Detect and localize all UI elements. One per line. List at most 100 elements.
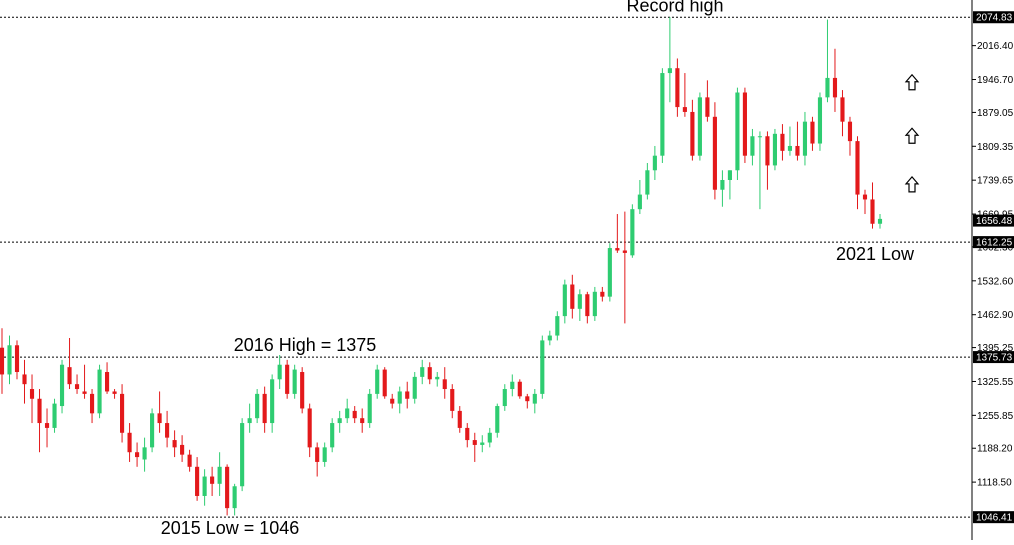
candle-body <box>300 372 305 409</box>
candle-body <box>285 364 290 394</box>
candle <box>427 362 432 385</box>
candle <box>397 386 402 414</box>
candle <box>44 408 50 448</box>
high-2016-label: 2016 High = 1375 <box>234 335 377 355</box>
candle <box>7 335 12 385</box>
candle-body <box>120 393 125 433</box>
candle <box>555 311 560 341</box>
candle <box>157 391 162 433</box>
candle-body <box>495 406 500 433</box>
candle <box>14 340 20 380</box>
candle <box>210 466 215 496</box>
candle-body <box>202 476 207 496</box>
candle-body <box>862 194 868 200</box>
candle-body <box>390 398 395 404</box>
candle <box>255 389 260 424</box>
candle <box>720 170 725 207</box>
candle-body <box>382 369 387 397</box>
candle-body <box>697 97 702 156</box>
candle-body <box>345 408 350 419</box>
candle-body <box>877 218 883 224</box>
candle <box>367 389 372 428</box>
candle <box>585 291 590 324</box>
candle-body <box>112 391 117 394</box>
candle <box>322 442 327 467</box>
price-marker-box <box>973 214 1014 227</box>
candle-body <box>307 408 312 448</box>
candle-body <box>262 393 267 424</box>
candle <box>59 359 65 414</box>
candle <box>112 389 117 399</box>
candle <box>217 452 222 496</box>
candle <box>240 418 245 492</box>
candle <box>592 286 597 321</box>
candle <box>480 435 485 453</box>
candle-body <box>870 199 875 224</box>
candle <box>390 393 395 409</box>
candle-body <box>225 466 230 509</box>
candle-body <box>765 136 770 166</box>
candle-body <box>375 369 380 394</box>
candle-body <box>742 92 747 156</box>
record-high-label: Record high <box>626 0 723 15</box>
candle <box>127 423 132 462</box>
candle-body <box>600 291 605 297</box>
candle-body <box>405 391 410 399</box>
candle-body <box>22 374 27 385</box>
candle-body <box>187 454 192 467</box>
candle <box>630 204 635 258</box>
candle <box>735 87 740 180</box>
candle-body <box>7 345 12 375</box>
up-arrow-icon <box>904 175 920 193</box>
candle-body <box>180 444 185 455</box>
candle-body <box>630 209 635 256</box>
candle <box>502 384 507 411</box>
candle <box>165 410 170 448</box>
up-arrow-icon <box>904 73 920 91</box>
candle <box>247 403 252 433</box>
candle <box>577 289 582 321</box>
price-axis: 2016.401946.701879.051809.351739.651669.… <box>971 0 1014 540</box>
y-tick-label: 1879.05 <box>977 108 1014 119</box>
candle-body <box>780 133 785 151</box>
candle-body <box>787 145 793 151</box>
candle <box>547 330 552 346</box>
candle <box>420 359 425 385</box>
candle <box>847 116 853 156</box>
candle <box>780 124 785 161</box>
candle <box>622 211 627 324</box>
candle <box>442 367 447 399</box>
candle <box>660 68 665 163</box>
candle <box>382 367 387 399</box>
candle <box>450 384 455 419</box>
candle <box>74 374 80 394</box>
candle-body <box>270 379 275 424</box>
candle <box>270 374 275 433</box>
candle-body <box>157 413 162 424</box>
y-tick-label: 1118.50 <box>977 478 1012 489</box>
candle-body <box>735 92 740 171</box>
candle <box>375 364 380 399</box>
candle-body <box>435 376 440 380</box>
candle-body <box>142 447 147 460</box>
candle <box>487 427 492 448</box>
price-marker-label: 1612.25 <box>976 238 1013 249</box>
candle <box>472 432 477 462</box>
candle-body <box>277 364 282 380</box>
candle <box>300 367 305 414</box>
candle <box>540 335 545 399</box>
candle-body <box>547 335 552 341</box>
y-tick-label: 1462.90 <box>977 310 1014 321</box>
candle-body <box>540 340 545 394</box>
candle <box>120 384 125 443</box>
candle-body <box>712 116 717 190</box>
candle-body <box>330 423 335 448</box>
candle-body <box>360 418 365 424</box>
candle-body <box>705 97 710 117</box>
candle <box>570 274 575 319</box>
candle <box>345 398 350 424</box>
candle <box>510 374 515 397</box>
candle-body <box>0 347 5 375</box>
candle <box>817 92 823 151</box>
